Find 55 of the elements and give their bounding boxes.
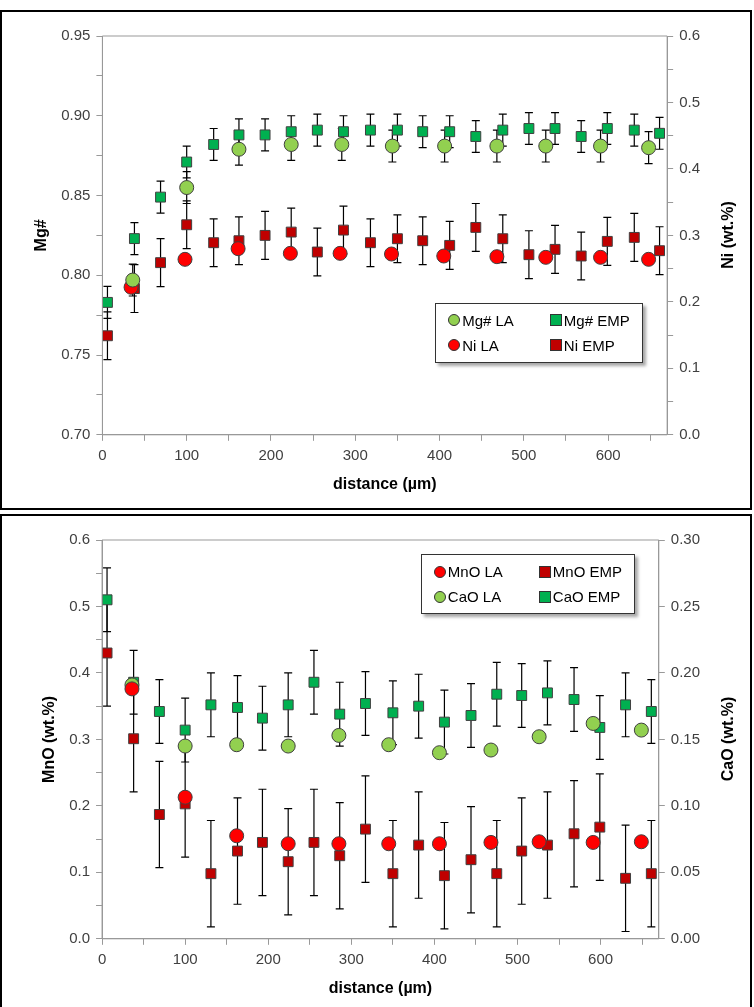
legend-label: Ni LA [462, 336, 499, 354]
y-tick-label: 0.3 [69, 729, 91, 747]
legend-label: CaO LA [447, 588, 502, 605]
y2-tick-label: 0.0 [679, 424, 701, 442]
legend-label: Mg# LA [462, 311, 514, 329]
x-tick-label: 600 [588, 949, 614, 967]
x-tick-label: 400 [427, 445, 453, 463]
y-axis-title: Mg# [32, 219, 50, 252]
y-tick-label: 0.75 [61, 345, 91, 363]
y-tick-label: 0.80 [61, 265, 91, 283]
legend-label: Ni EMP [563, 336, 615, 354]
y2-tick-label: 0.30 [670, 530, 701, 548]
legend-label: MnO EMP [552, 563, 623, 580]
y-tick-label: 0.5 [69, 596, 91, 614]
y-tick-label: 0.0 [69, 928, 91, 946]
y2-tick-label: 0.20 [670, 663, 701, 681]
y-tick-label: 0.4 [69, 663, 91, 681]
y2-tick-label: 0.15 [670, 729, 701, 747]
x-tick-label: 0 [97, 949, 107, 967]
y-axis-title: MnO (wt.%) [40, 695, 58, 783]
x-tick-label: 600 [595, 445, 621, 463]
y2-tick-label: 0.10 [670, 796, 701, 814]
x-tick-label: 100 [172, 949, 198, 967]
x-tick-label: 300 [342, 445, 368, 463]
x-tick-label: 100 [174, 445, 200, 463]
y2-tick-label: 0.1 [679, 358, 701, 376]
y-tick-label: 0.95 [61, 26, 91, 44]
y2-tick-label: 0.05 [670, 862, 701, 880]
legend-label: CaO EMP [552, 588, 621, 605]
y2-tick-label: 0.4 [679, 159, 701, 177]
x-tick-label: 300 [338, 949, 364, 967]
x-tick-label: 500 [511, 445, 537, 463]
x-tick-label: 200 [255, 949, 281, 967]
x-tick-label: 500 [505, 949, 531, 967]
y2-tick-label: 0.3 [679, 225, 701, 243]
y2-tick-label: 0.2 [679, 292, 701, 310]
x-tick-label: 200 [258, 445, 284, 463]
y-tick-label: 0.90 [61, 105, 91, 123]
y2-tick-label: 0.5 [679, 92, 701, 110]
y-tick-label: 0.1 [69, 862, 91, 880]
x-tick-label: 0 [98, 445, 107, 463]
y2-tick-label: 0.00 [670, 928, 701, 946]
y-tick-label: 0.2 [69, 796, 91, 814]
y2-axis-title: CaO (wt.%) [719, 697, 738, 782]
y-tick-label: 0.85 [61, 185, 91, 203]
y2-tick-label: 0.6 [679, 26, 701, 44]
y-tick-label: 0.70 [61, 424, 91, 442]
legend-label: MnO LA [447, 563, 503, 580]
x-tick-label: 400 [421, 949, 447, 967]
legend-label: Mg# EMP [563, 311, 630, 329]
x-axis-title: distance (µm) [333, 474, 437, 492]
y-tick-label: 0.6 [69, 530, 91, 548]
y2-axis-title: Ni (wt.%) [718, 201, 737, 270]
y2-tick-label: 0.25 [670, 596, 701, 614]
x-axis-title: distance (µm) [328, 978, 433, 996]
